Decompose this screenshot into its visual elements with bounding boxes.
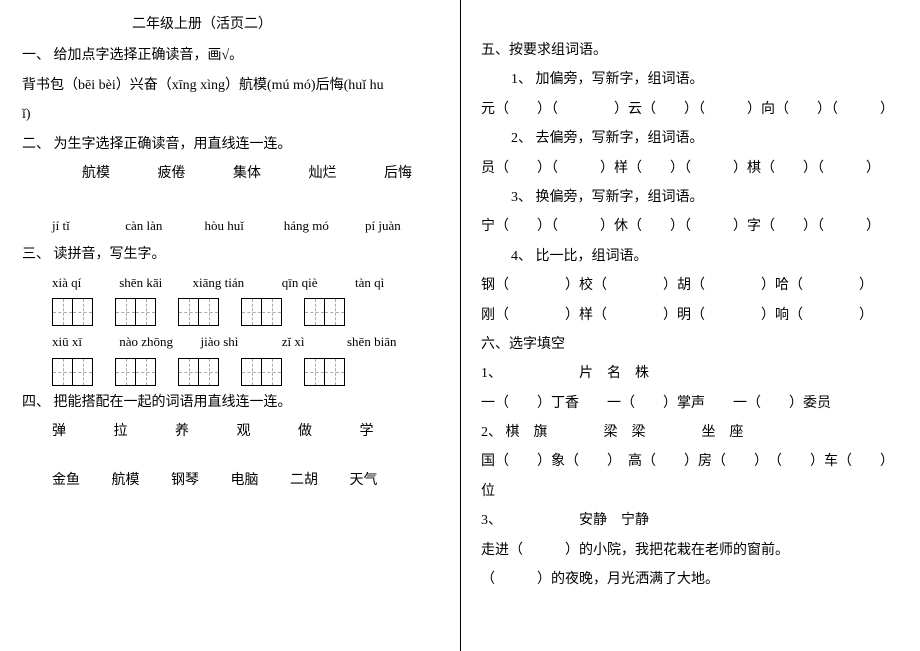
q2-words: 航模 疲倦 集体 灿烂 后悔: [22, 159, 446, 188]
q3-heading: 三、 读拼音，写生字。: [22, 240, 446, 269]
worksheet-title: 二年级上册（活页二）: [22, 10, 446, 39]
q4-row1: 弹 拉 养 观 做 学: [22, 417, 446, 446]
q6-s3-l2[interactable]: （ ）的夜晚，月光洒满了大地。: [481, 565, 902, 594]
q5-s2-line[interactable]: 员（ ）（ ）样（ ）（ ）棋（ ）（ ）: [481, 154, 902, 183]
q6-heading: 六、选字填空: [481, 330, 902, 359]
q6-s3: 3、 安静 宁静: [481, 506, 902, 535]
q3-grid-row1[interactable]: [22, 298, 446, 326]
q5-s1-line[interactable]: 元（ ）（ ）云（ ）（ ）向（ ）（ ）: [481, 95, 902, 124]
q3-pinyin-row2: xiū xī nào zhōng jiào shì zǐ xì shēn biā…: [22, 328, 446, 355]
q6-s1: 1、 片 名 株: [481, 359, 902, 388]
q5-s2: 2、 去偏旁，写新字，组词语。: [481, 124, 902, 153]
q5-s4-line2[interactable]: 刚（ ）样（ ）明（ ）响（ ）: [481, 301, 902, 330]
q1-line1: 背书包（bēi bèi）兴奋（xīng xìng）航模(mú mó)后悔(huǐ…: [22, 71, 446, 100]
q5-s3-line[interactable]: 宁（ ）（ ）休（ ）（ ）字（ ）（ ）: [481, 212, 902, 241]
q4-heading: 四、 把能搭配在一起的词语用直线连一连。: [22, 388, 446, 417]
q6-s1-line[interactable]: 一（ ）丁香 一（ ）掌声 一（ ）委员: [481, 389, 902, 418]
q6-s3-l1[interactable]: 走进（ ）的小院，我把花栽在老师的窗前。: [481, 536, 902, 565]
q5-s1: 1、 加偏旁，写新字，组词语。: [481, 65, 902, 94]
q5-s4: 4、 比一比，组词语。: [481, 242, 902, 271]
q5-s4-line1[interactable]: 钢（ ）校（ ）胡（ ）哈（ ）: [481, 271, 902, 300]
q6-s2-line[interactable]: 国（ ）象（ ） 高（ ）房（ ） （ ）车（ ）位: [481, 447, 902, 506]
q6-s2: 2、 棋 旗 梁 梁 坐 座: [481, 418, 902, 447]
q4-row2: 金鱼 航模 钢琴 电脑 二胡 天气: [22, 466, 446, 495]
q1-line2: ǐ): [22, 100, 446, 129]
q1-heading: 一、 给加点字选择正确读音，画√。: [22, 41, 446, 70]
q5-s3: 3、 换偏旁，写新字，组词语。: [481, 183, 902, 212]
q2-heading: 二、 为生字选择正确读音，用直线连一连。: [22, 130, 446, 159]
q3-grid-row2[interactable]: [22, 358, 446, 386]
q2-pinyin: jí tǐ càn làn hòu huǐ háng mó pí juàn: [22, 212, 446, 239]
q5-heading: 五、按要求组词语。: [481, 36, 902, 65]
q3-pinyin-row1: xià qí shēn kāi xiāng tián qīn qiè tàn q…: [22, 269, 446, 296]
